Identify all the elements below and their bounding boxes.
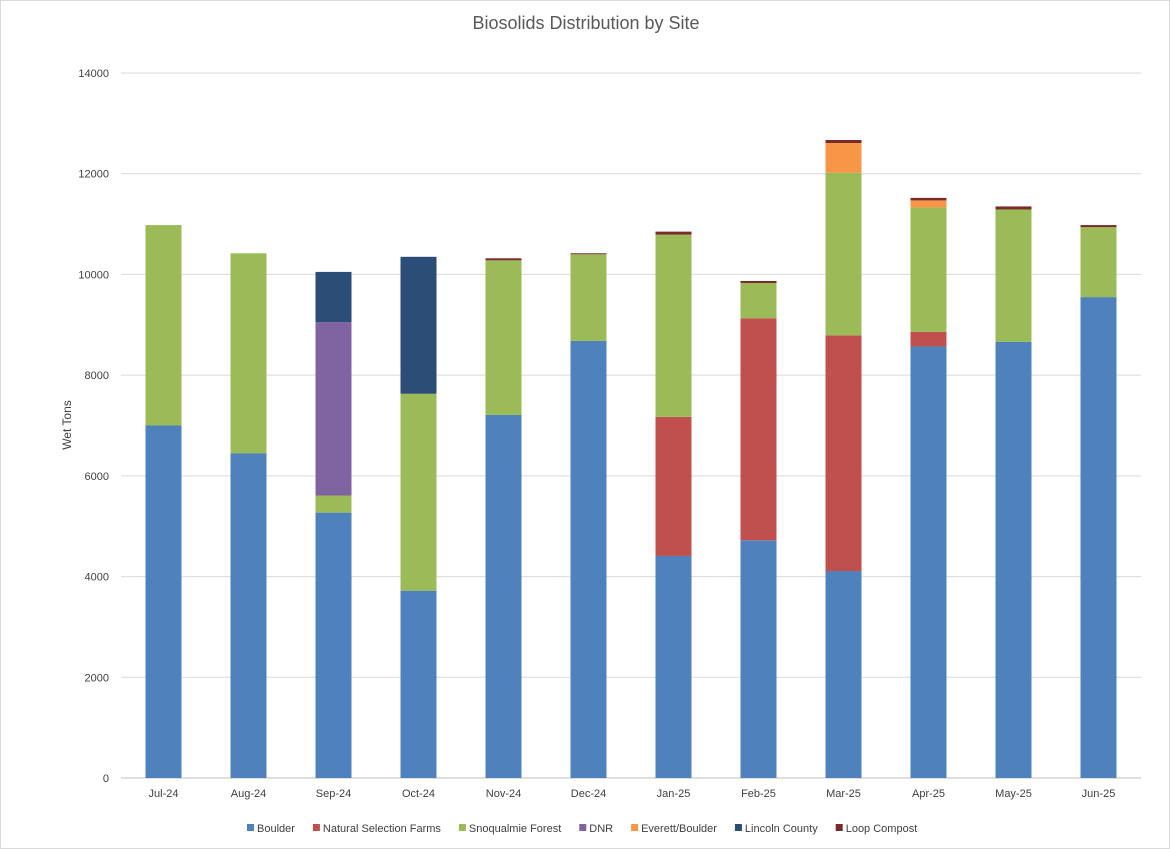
legend-swatch	[631, 824, 639, 831]
bar-segment	[315, 512, 352, 778]
bar-segment	[400, 393, 437, 591]
y-tick-label: 0	[103, 773, 109, 785]
bar-segment	[1080, 225, 1117, 228]
legend-label: Natural Selection Farms	[323, 823, 441, 835]
x-tick-label: Apr-25	[912, 788, 945, 800]
bar-segment	[570, 254, 607, 341]
x-axis-ticks: Jul-24 Aug-24 Sep-24 Oct-24 Nov-24 Dec-24 Jan-…	[149, 788, 1116, 800]
legend-swatch	[458, 824, 466, 831]
bar-segment	[910, 331, 947, 347]
bar-segment	[1080, 297, 1117, 778]
bar-segment	[400, 256, 437, 394]
legend-label: Everett/Boulder	[641, 823, 717, 835]
legend-label: DNR	[589, 823, 613, 835]
bar-segment	[910, 346, 947, 778]
bar-segment	[655, 234, 692, 417]
bar-segment	[740, 318, 777, 541]
x-tick-label: Mar-25	[826, 788, 861, 800]
bar-segment	[230, 253, 267, 454]
legend: Boulder Natural Selection Farms Snoqualmie…	[247, 823, 917, 835]
bar-segment	[910, 200, 947, 208]
y-axis-label: Wet Tons	[60, 400, 74, 450]
x-tick-label: Sep-24	[316, 788, 351, 800]
bar-segment	[570, 340, 607, 778]
bar-segment	[825, 139, 862, 143]
legend-label: Loop Compost	[846, 823, 918, 835]
y-tick-label: 10000	[78, 269, 109, 281]
bar-segment	[315, 495, 352, 513]
bar-segment	[145, 425, 182, 778]
bar-segment	[910, 207, 947, 332]
legend-label: Boulder	[257, 823, 295, 835]
bar-segment	[315, 271, 352, 323]
y-tick-label: 8000	[85, 370, 109, 382]
bar-segment	[145, 225, 182, 426]
y-tick-label: 12000	[78, 169, 109, 181]
bar-segment	[315, 322, 352, 496]
x-tick-label: Jul-24	[149, 788, 179, 800]
bar-segment	[655, 416, 692, 556]
bar-segment	[995, 209, 1032, 342]
bar-segment	[485, 258, 522, 261]
bar-segment	[740, 282, 777, 319]
bar-segment	[570, 253, 607, 255]
legend-swatch	[835, 824, 843, 831]
y-tick-label: 14000	[78, 68, 109, 80]
x-tick-label: Dec-24	[571, 788, 606, 800]
y-tick-label: 4000	[85, 572, 109, 584]
bar-segment	[655, 231, 692, 235]
bar-segment	[485, 414, 522, 778]
y-tick-label: 6000	[85, 471, 109, 483]
bar-segment	[740, 540, 777, 778]
bar-segment	[485, 260, 522, 415]
bar-segment	[825, 571, 862, 778]
gridlines	[121, 72, 1141, 779]
chart-title: Biosolids Distribution by Site	[472, 13, 699, 33]
bar-segment	[825, 142, 862, 173]
bar-segment	[1080, 227, 1117, 298]
bars	[145, 139, 1117, 778]
x-tick-label: Aug-24	[231, 788, 266, 800]
bar-segment	[740, 280, 777, 283]
bar-segment	[655, 555, 692, 778]
bar-segment	[825, 335, 862, 572]
x-tick-label: Nov-24	[486, 788, 521, 800]
x-tick-label: Feb-25	[741, 788, 776, 800]
bar-segment	[910, 197, 947, 201]
x-tick-label: Jan-25	[657, 788, 691, 800]
legend-swatch	[734, 824, 742, 831]
bar-segment	[400, 590, 437, 778]
y-axis-ticks: 0 2000 4000 6000 8000 10000 12000 14000	[78, 68, 109, 785]
bar-segment	[825, 172, 862, 336]
bar-segment	[995, 341, 1032, 778]
bar-segment	[995, 206, 1032, 210]
y-tick-label: 2000	[85, 672, 109, 684]
legend-swatch	[247, 824, 254, 831]
legend-label: Lincoln County	[745, 823, 818, 835]
bar-segment	[230, 453, 267, 778]
legend-swatch	[579, 824, 587, 831]
x-tick-label: May-25	[995, 788, 1032, 800]
x-tick-label: Oct-24	[402, 788, 435, 800]
x-tick-label: Jun-25	[1082, 788, 1116, 800]
legend-swatch	[312, 824, 320, 831]
legend-label: Snoqualmie Forest	[469, 823, 561, 835]
